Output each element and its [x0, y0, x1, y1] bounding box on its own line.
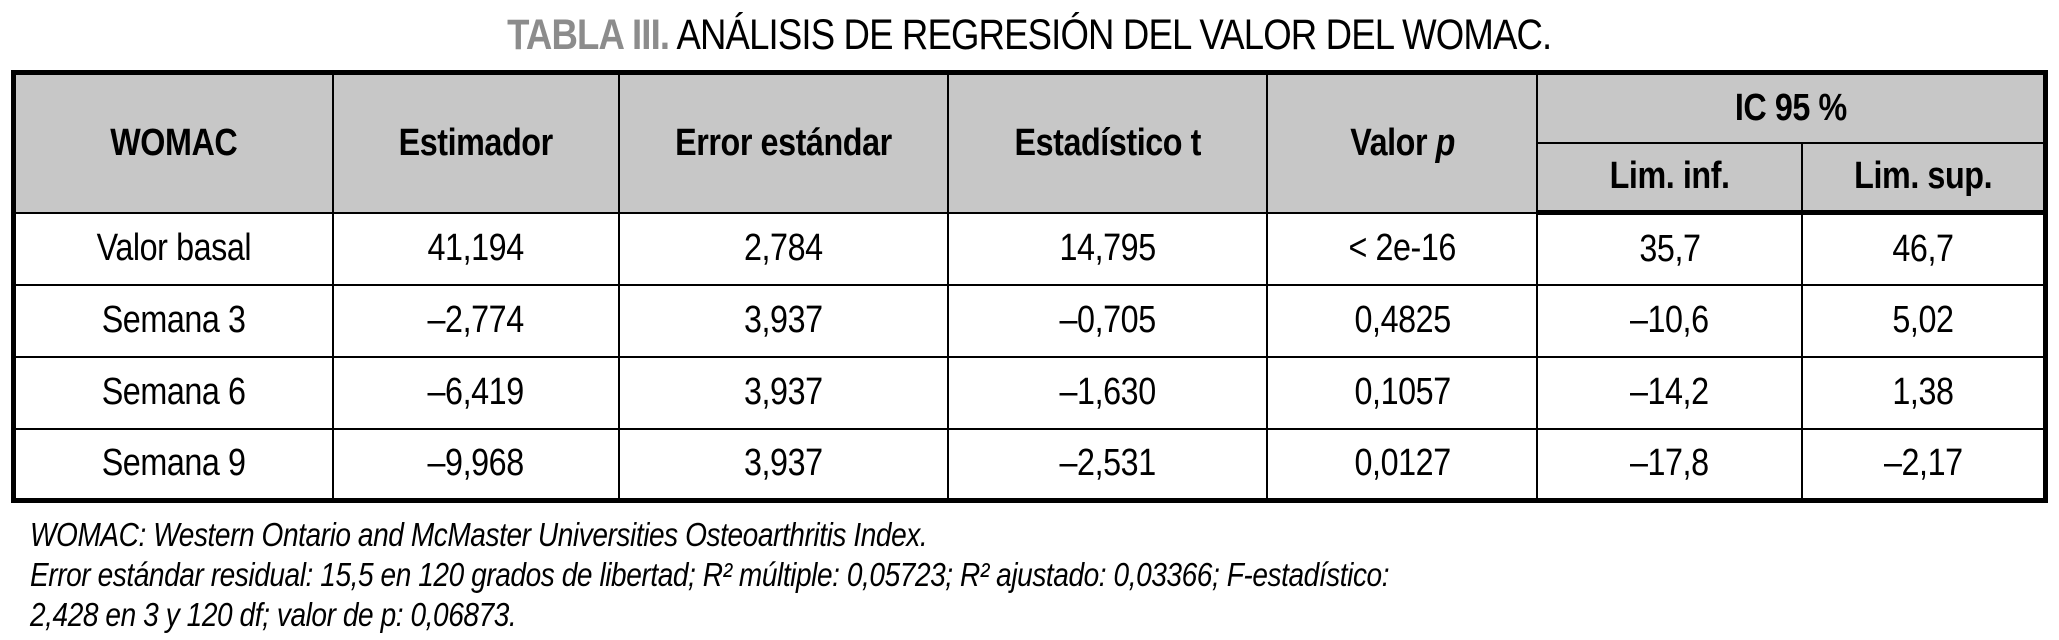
header-estimador-text: Estimador	[398, 121, 554, 164]
cell-lim-sup: –2,17	[1800, 427, 2047, 502]
table-title: TABLA III. ANÁLISIS DE REGRESIÓN DEL VAL…	[0, 0, 2059, 60]
cell-lim-sup: 5,02	[1800, 283, 2047, 358]
header-ic95-text: IC 95 %	[1734, 86, 1847, 129]
cell-valor-p-text: 0,0127	[1354, 442, 1451, 485]
footnotes: WOMAC: Western Ontario and McMaster Univ…	[30, 515, 2059, 635]
footnote-womac-definition-text: WOMAC: Western Ontario and McMaster Univ…	[30, 516, 928, 553]
cell-lim-inf: –10,6	[1536, 283, 1803, 358]
cell-lim-inf-text: –14,2	[1630, 371, 1709, 413]
cell-womac-label-text: Semana 6	[101, 371, 246, 413]
cell-error-estandar-text: 3,937	[744, 299, 823, 341]
cell-valor-p-text: < 2e-16	[1348, 227, 1457, 269]
footnote-regression-stats-1-text: Error estándar residual: 15,5 en 120 gra…	[30, 556, 1390, 593]
cell-estimador: 41,194	[331, 211, 621, 286]
cell-estadistico-t: –2,531	[947, 427, 1269, 502]
cell-lim-inf: 35,7	[1536, 211, 1803, 286]
cell-womac-label: Semana 9	[12, 427, 334, 502]
header-error-estandar: Error estándar	[618, 71, 950, 214]
cell-estimador: –6,419	[331, 355, 621, 430]
header-valor-p-italic: p	[1435, 121, 1455, 164]
cell-womac-label: Semana 6	[12, 355, 334, 430]
header-lim-inf: Lim. inf.	[1536, 141, 1803, 215]
table-row: Semana 3 –2,774 3,937 –0,705 0,4825 –10,…	[12, 283, 2047, 358]
header-womac-text: WOMAC	[110, 121, 238, 164]
cell-error-estandar: 3,937	[618, 355, 950, 430]
footnote-womac-definition: WOMAC: Western Ontario and McMaster Univ…	[30, 515, 2059, 555]
cell-lim-inf-text: –17,8	[1630, 442, 1709, 485]
table-row: Semana 6 –6,419 3,937 –1,630 0,1057 –14,…	[12, 355, 2047, 430]
cell-valor-p: 0,4825	[1266, 283, 1539, 358]
cell-womac-label-text: Semana 3	[101, 299, 246, 341]
cell-estimador: –2,774	[331, 283, 621, 358]
cell-lim-inf: –17,8	[1536, 427, 1803, 502]
cell-lim-inf-text: 35,7	[1638, 227, 1701, 270]
cell-error-estandar-text: 3,937	[744, 371, 823, 413]
footnote-regression-stats-1: Error estándar residual: 15,5 en 120 gra…	[30, 555, 2059, 595]
cell-estimador-text: –9,968	[427, 442, 525, 485]
header-lim-inf-text: Lim. inf.	[1609, 155, 1730, 198]
header-error-estandar-text: Error estándar	[675, 121, 892, 164]
cell-estimador-text: –6,419	[427, 371, 525, 413]
header-lim-sup-text: Lim. sup.	[1853, 155, 1992, 198]
header-lim-sup: Lim. sup.	[1800, 141, 2047, 215]
cell-valor-p: < 2e-16	[1266, 211, 1539, 286]
cell-lim-sup-text: 1,38	[1892, 371, 1954, 413]
cell-womac-label-text: Semana 9	[101, 442, 246, 485]
cell-valor-p: 0,1057	[1266, 355, 1539, 430]
cell-estimador: –9,968	[331, 427, 621, 502]
header-ic95: IC 95 %	[1536, 71, 2047, 144]
cell-lim-sup-text: 5,02	[1892, 299, 1954, 341]
regression-table: WOMAC Estimador Error estándar Estadísti…	[11, 70, 2048, 503]
header-valor-p: Valor p	[1266, 71, 1539, 214]
cell-lim-sup: 46,7	[1800, 211, 2047, 286]
cell-valor-p: 0,0127	[1266, 427, 1539, 502]
cell-valor-p-text: 0,4825	[1354, 299, 1451, 341]
table-row: Valor basal 41,194 2,784 14,795 < 2e-16 …	[12, 211, 2047, 286]
cell-womac-label: Semana 3	[12, 283, 334, 358]
cell-estadistico-t-text: –0,705	[1059, 299, 1157, 341]
table-title-label: TABLA III.	[507, 11, 670, 59]
cell-estadistico-t: –0,705	[947, 283, 1269, 358]
header-estadistico-t-text: Estadístico t	[1014, 121, 1201, 164]
cell-error-estandar: 3,937	[618, 283, 950, 358]
footnote-regression-stats-2-text: 2,428 en 3 y 120 df; valor de p: 0,06873…	[30, 596, 517, 633]
table-title-text: ANÁLISIS DE REGRESIÓN DEL VALOR DEL WOMA…	[676, 11, 1553, 59]
cell-error-estandar-text: 3,937	[744, 442, 823, 485]
header-valor-p-prefix: Valor	[1349, 121, 1427, 164]
footnote-regression-stats-2: 2,428 en 3 y 120 df; valor de p: 0,06873…	[30, 595, 2059, 635]
cell-valor-p-text: 0,1057	[1354, 371, 1451, 413]
header-estimador: Estimador	[331, 71, 621, 214]
cell-estadistico-t-text: 14,795	[1059, 227, 1157, 269]
header-row-main: WOMAC Estimador Error estándar Estadísti…	[12, 71, 2047, 214]
cell-estadistico-t-text: –2,531	[1059, 442, 1157, 485]
cell-estimador-text: 41,194	[427, 227, 525, 269]
cell-estadistico-t-text: –1,630	[1059, 371, 1157, 413]
cell-lim-sup: 1,38	[1800, 355, 2047, 430]
cell-womac-label-text: Valor basal	[96, 227, 252, 269]
cell-womac-label: Valor basal	[12, 211, 334, 286]
cell-lim-sup-text: 46,7	[1892, 227, 1954, 270]
cell-lim-inf-text: –10,6	[1630, 299, 1709, 341]
cell-lim-sup-text: –2,17	[1883, 442, 1963, 485]
cell-error-estandar: 3,937	[618, 427, 950, 502]
header-estadistico-t: Estadístico t	[947, 71, 1269, 214]
cell-error-estandar-text: 2,784	[744, 227, 823, 269]
header-row-sub: Lim. inf. Lim. sup.	[14, 141, 2047, 215]
header-womac: WOMAC	[12, 71, 334, 214]
cell-estadistico-t: 14,795	[947, 211, 1269, 286]
cell-lim-inf: –14,2	[1536, 355, 1803, 430]
cell-estimador-text: –2,774	[427, 299, 525, 341]
table-row: Semana 9 –9,968 3,937 –2,531 0,0127 –17,…	[12, 427, 2047, 502]
cell-error-estandar: 2,784	[618, 211, 950, 286]
cell-estadistico-t: –1,630	[947, 355, 1269, 430]
